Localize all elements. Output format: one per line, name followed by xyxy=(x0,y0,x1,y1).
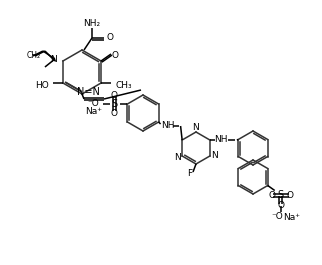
Text: N=N: N=N xyxy=(77,87,99,97)
Text: O: O xyxy=(111,108,118,117)
Text: S: S xyxy=(111,99,118,109)
Text: N: N xyxy=(50,55,57,64)
Text: S: S xyxy=(278,191,284,201)
Text: CH₂: CH₂ xyxy=(27,51,41,60)
Text: O: O xyxy=(111,51,118,60)
Text: O: O xyxy=(111,91,118,99)
Text: NH: NH xyxy=(161,121,174,130)
Text: ⁻O: ⁻O xyxy=(88,99,99,108)
Text: N: N xyxy=(174,153,181,162)
Text: ⁻O: ⁻O xyxy=(272,212,284,221)
Text: NH₂: NH₂ xyxy=(83,19,100,28)
Text: Na⁺: Na⁺ xyxy=(283,213,300,222)
Text: F: F xyxy=(187,170,193,179)
Text: Na⁺: Na⁺ xyxy=(85,107,102,116)
Text: NH: NH xyxy=(214,135,228,144)
Text: CH₃: CH₃ xyxy=(115,81,132,90)
Text: O: O xyxy=(286,191,293,200)
Text: N: N xyxy=(212,152,218,161)
Text: O: O xyxy=(107,33,113,42)
Text: O: O xyxy=(277,201,284,210)
Text: O: O xyxy=(268,191,275,200)
Text: N: N xyxy=(193,122,199,131)
Text: HO: HO xyxy=(35,81,49,90)
